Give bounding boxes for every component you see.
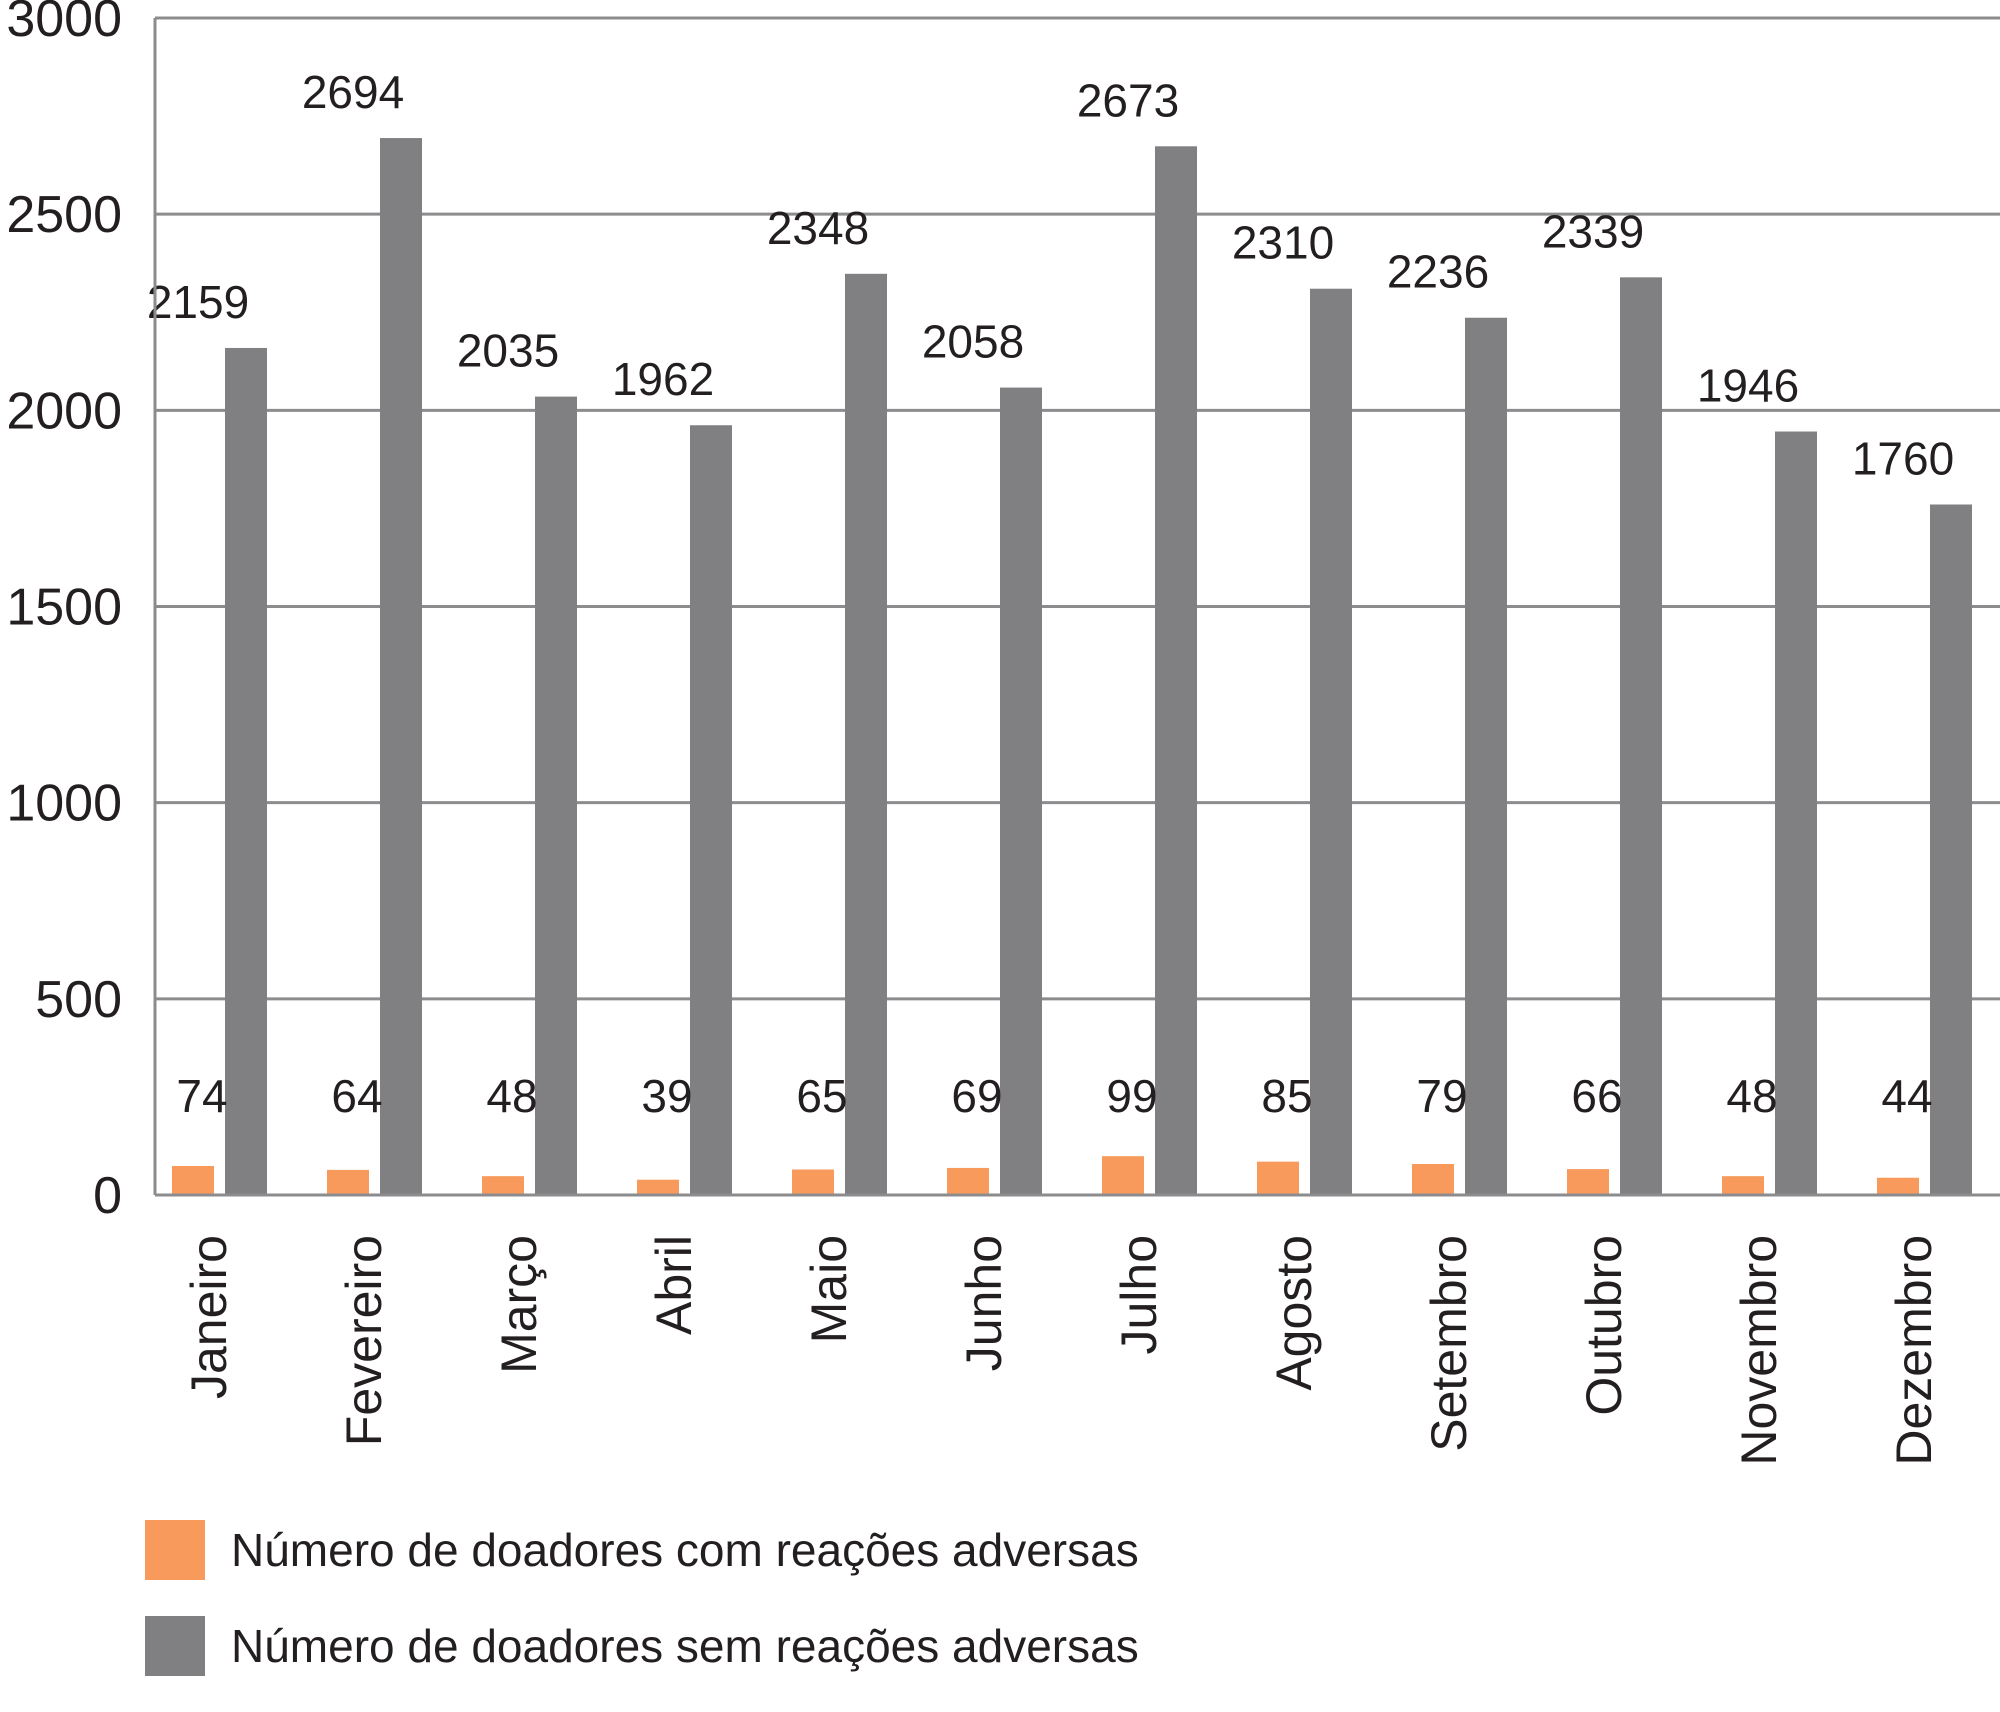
x-tick-label: Maio bbox=[801, 1235, 857, 1343]
bar-sem-reacoes bbox=[380, 138, 422, 1196]
data-label-sem-reacoes: 2310 bbox=[1232, 217, 1334, 269]
data-label-sem-reacoes: 2673 bbox=[1077, 74, 1179, 126]
gridlines bbox=[155, 16, 2000, 1001]
bar-sem-reacoes bbox=[1620, 277, 1662, 1195]
bar-sem-reacoes bbox=[1930, 504, 1972, 1195]
bar-com-reacoes bbox=[1567, 1169, 1609, 1195]
bar-sem-reacoes bbox=[1310, 288, 1352, 1196]
x-axis-ticks: Janeiro Fevereiro Março Abril Maio Junho Julho… bbox=[181, 1235, 1942, 1466]
legend-item-sem-reacoes: Número de doadores sem reações adversas bbox=[145, 1616, 1139, 1676]
bar-sem-reacoes bbox=[690, 425, 732, 1195]
data-label-com-reacoes: 66 bbox=[1571, 1070, 1622, 1122]
bars bbox=[172, 138, 1972, 1196]
bar-com-reacoes bbox=[1102, 1156, 1144, 1195]
legend-label-sem-reacoes: Número de doadores sem reações adversas bbox=[231, 1620, 1139, 1672]
x-tick-label: Janeiro bbox=[181, 1235, 237, 1399]
data-labels: 74 2159 64 2694 48 2035 39 1962 65 2348 69 2058 99 26… bbox=[147, 66, 1954, 1122]
bar-sem-reacoes bbox=[1465, 317, 1507, 1195]
data-label-sem-reacoes: 1962 bbox=[612, 353, 714, 405]
x-tick-label: Junho bbox=[956, 1235, 1012, 1371]
data-label-sem-reacoes: 2348 bbox=[767, 202, 869, 254]
bar-chart: 0 500 1000 1500 2000 2500 3000 74 2159 64 2694 48 2… bbox=[6, 0, 2000, 1466]
bar-com-reacoes bbox=[1257, 1161, 1299, 1195]
data-label-sem-reacoes: 2159 bbox=[147, 276, 249, 328]
data-label-com-reacoes: 64 bbox=[331, 1070, 382, 1122]
legend-swatch-sem-reacoes bbox=[145, 1616, 205, 1676]
x-tick-label: Abril bbox=[646, 1235, 702, 1335]
bar-com-reacoes bbox=[1877, 1177, 1919, 1195]
data-label-com-reacoes: 74 bbox=[176, 1070, 227, 1122]
bar-com-reacoes bbox=[637, 1179, 679, 1195]
bar-sem-reacoes bbox=[845, 273, 887, 1195]
legend-label-com-reacoes: Número de doadores com reações adversas bbox=[231, 1524, 1139, 1576]
bar-com-reacoes bbox=[172, 1165, 214, 1195]
bar-com-reacoes bbox=[947, 1167, 989, 1195]
data-label-sem-reacoes: 2058 bbox=[922, 316, 1024, 368]
bar-com-reacoes bbox=[1412, 1164, 1454, 1195]
y-tick-label: 1000 bbox=[6, 775, 122, 833]
legend-swatch-com-reacoes bbox=[145, 1520, 205, 1580]
y-tick-label: 2000 bbox=[6, 382, 122, 440]
x-tick-label: Dezembro bbox=[1886, 1235, 1942, 1466]
y-tick-label: 500 bbox=[35, 971, 122, 1029]
x-tick-label: Agosto bbox=[1266, 1235, 1322, 1391]
legend-item-com-reacoes: Número de doadores com reações adversas bbox=[145, 1520, 1139, 1580]
y-tick-label: 3000 bbox=[6, 0, 122, 48]
bar-sem-reacoes bbox=[1775, 431, 1817, 1195]
data-label-com-reacoes: 44 bbox=[1881, 1070, 1932, 1122]
data-label-com-reacoes: 99 bbox=[1106, 1070, 1157, 1122]
bar-sem-reacoes bbox=[1155, 146, 1197, 1196]
data-label-sem-reacoes: 2035 bbox=[457, 325, 559, 377]
bar-com-reacoes bbox=[1722, 1176, 1764, 1195]
x-tick-label: Julho bbox=[1111, 1235, 1167, 1355]
bar-sem-reacoes bbox=[1000, 387, 1042, 1195]
data-label-sem-reacoes: 2694 bbox=[302, 66, 404, 118]
data-label-sem-reacoes: 1760 bbox=[1852, 432, 1954, 484]
y-tick-label: 1500 bbox=[6, 579, 122, 637]
data-label-com-reacoes: 39 bbox=[641, 1070, 692, 1122]
data-label-sem-reacoes: 1946 bbox=[1697, 360, 1799, 412]
y-tick-label: 2500 bbox=[6, 186, 122, 244]
data-label-com-reacoes: 79 bbox=[1416, 1070, 1467, 1122]
x-tick-label: Março bbox=[491, 1235, 547, 1374]
x-tick-label: Novembro bbox=[1731, 1235, 1787, 1466]
data-label-com-reacoes: 48 bbox=[1726, 1070, 1777, 1122]
x-tick-label: Fevereiro bbox=[336, 1235, 392, 1446]
y-tick-label: 0 bbox=[93, 1167, 122, 1225]
data-label-com-reacoes: 85 bbox=[1261, 1070, 1312, 1122]
bar-sem-reacoes bbox=[535, 396, 577, 1195]
x-tick-label: Setembro bbox=[1421, 1235, 1477, 1452]
bar-sem-reacoes bbox=[225, 347, 267, 1195]
legend: Número de doadores com reações adversas … bbox=[145, 1520, 1139, 1712]
data-label-com-reacoes: 48 bbox=[486, 1070, 537, 1122]
data-label-com-reacoes: 69 bbox=[951, 1070, 1002, 1122]
data-label-sem-reacoes: 2339 bbox=[1542, 205, 1644, 257]
x-tick-label: Outubro bbox=[1576, 1235, 1632, 1416]
bar-com-reacoes bbox=[327, 1169, 369, 1195]
bar-com-reacoes bbox=[792, 1169, 834, 1195]
y-axis-ticks: 0 500 1000 1500 2000 2500 3000 bbox=[6, 0, 122, 1225]
bar-com-reacoes bbox=[482, 1176, 524, 1195]
data-label-sem-reacoes: 2236 bbox=[1387, 246, 1489, 298]
data-label-com-reacoes: 65 bbox=[796, 1070, 847, 1122]
